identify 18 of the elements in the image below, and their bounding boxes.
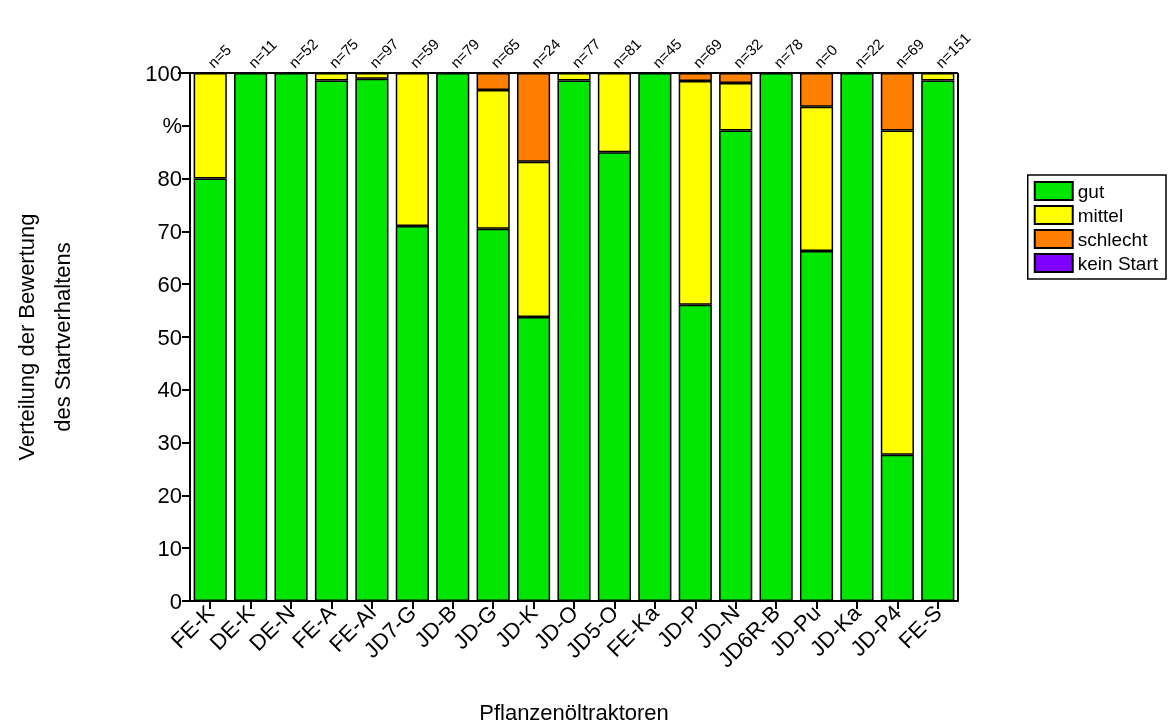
text: n=5 <box>204 41 235 72</box>
legend-label: gut <box>1077 180 1105 202</box>
y-tick-label: 40 <box>157 377 182 403</box>
y-axis-title: Verteilung der Bewertung des Startverhaltens <box>13 213 75 461</box>
y-tick-label: 30 <box>157 430 182 456</box>
y-tick-label: 20 <box>157 482 182 508</box>
legend-label: schlecht <box>1077 228 1149 250</box>
x-axis-title: Pflanzenöltraktoren <box>479 699 669 725</box>
y-tick-label: 60 <box>157 271 182 297</box>
y-tick-label: 50 <box>157 324 182 350</box>
legend-label: mittel <box>1077 204 1124 226</box>
y-tick-label: 10 <box>157 535 182 561</box>
legend-label: kein Start <box>1077 252 1159 274</box>
y-tick-label: 80 <box>157 166 182 192</box>
y-tick-label: 70 <box>157 218 182 244</box>
y-tick-label: % <box>162 113 182 139</box>
text: n=0 <box>810 41 841 72</box>
y-tick-label: 100 <box>145 60 182 86</box>
